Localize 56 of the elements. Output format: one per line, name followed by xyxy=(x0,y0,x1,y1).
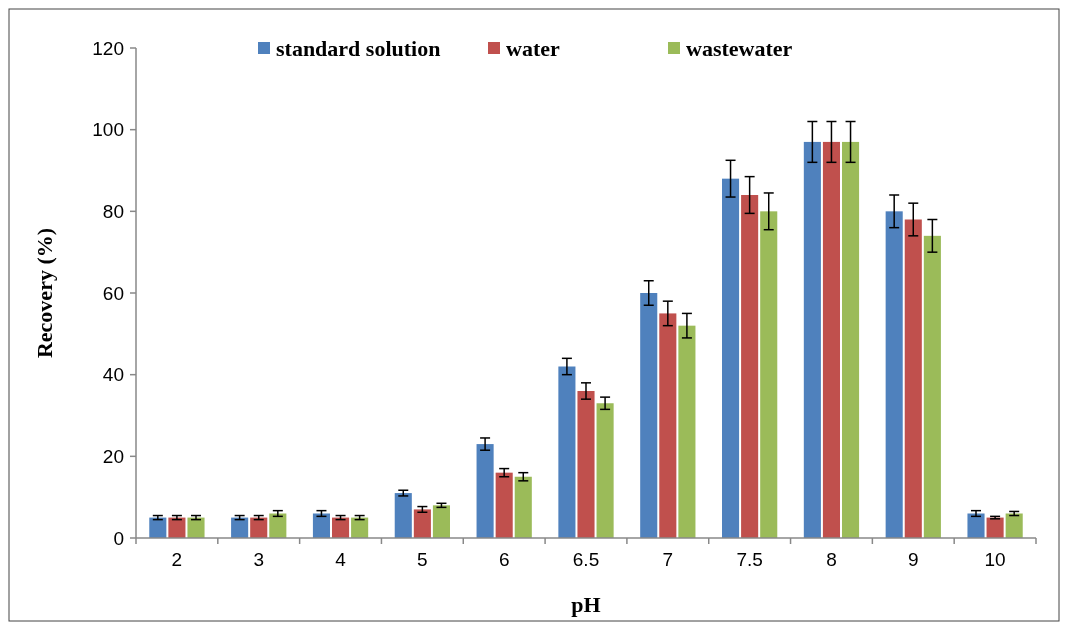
bar xyxy=(149,517,167,538)
bar xyxy=(187,517,205,538)
x-tick-label: 9 xyxy=(907,549,919,570)
y-tick-label: 20 xyxy=(102,445,124,467)
x-tick-label: 4 xyxy=(335,549,347,570)
bar xyxy=(432,505,450,538)
bar xyxy=(803,141,821,538)
bar xyxy=(923,235,941,538)
y-tick-label: 120 xyxy=(92,37,124,59)
y-tick-label: 80 xyxy=(102,200,124,222)
x-tick-label: 8 xyxy=(826,549,837,570)
bar xyxy=(351,517,369,538)
bar xyxy=(986,517,1004,538)
bar xyxy=(1005,513,1023,538)
bar xyxy=(722,178,740,538)
bar xyxy=(904,219,922,538)
x-tick-label: 10 xyxy=(984,549,1006,570)
bar xyxy=(231,517,249,538)
x-tick-label: 3 xyxy=(253,549,265,570)
bar xyxy=(577,391,595,538)
bar xyxy=(596,403,614,538)
bar xyxy=(332,517,350,538)
legend-label: water xyxy=(506,35,560,61)
bar xyxy=(312,513,330,538)
bar xyxy=(558,366,576,538)
x-tick-label: 5 xyxy=(417,549,428,570)
y-tick-label: 0 xyxy=(113,527,124,549)
bar xyxy=(760,211,778,538)
y-tick-label: 100 xyxy=(92,119,124,141)
bar xyxy=(678,325,696,538)
legend-label: wastewater xyxy=(686,35,793,61)
bar xyxy=(741,195,759,538)
bar xyxy=(842,141,860,538)
x-tick-label: 7 xyxy=(662,549,674,570)
y-tick-label: 40 xyxy=(102,364,124,386)
bar xyxy=(250,517,268,538)
x-tick-label: 7.5 xyxy=(736,549,763,570)
bar xyxy=(394,493,412,538)
y-tick-label: 60 xyxy=(102,282,124,304)
bar xyxy=(885,211,903,538)
bar xyxy=(514,476,532,538)
bar xyxy=(967,513,985,538)
x-tick-label: 6.5 xyxy=(572,549,600,570)
bar xyxy=(476,444,494,538)
bar xyxy=(822,141,840,538)
bar xyxy=(659,313,677,538)
bar xyxy=(413,509,431,538)
bar xyxy=(495,472,513,538)
bar xyxy=(640,293,658,538)
bar xyxy=(168,517,186,538)
x-axis-title: pH xyxy=(571,592,601,617)
x-tick-label: 2 xyxy=(171,549,183,570)
y-axis-title: Recovery (%) xyxy=(32,227,57,359)
x-tick-label: 6 xyxy=(498,549,510,570)
bar xyxy=(269,513,287,538)
legend-label: standard solution xyxy=(276,35,441,61)
